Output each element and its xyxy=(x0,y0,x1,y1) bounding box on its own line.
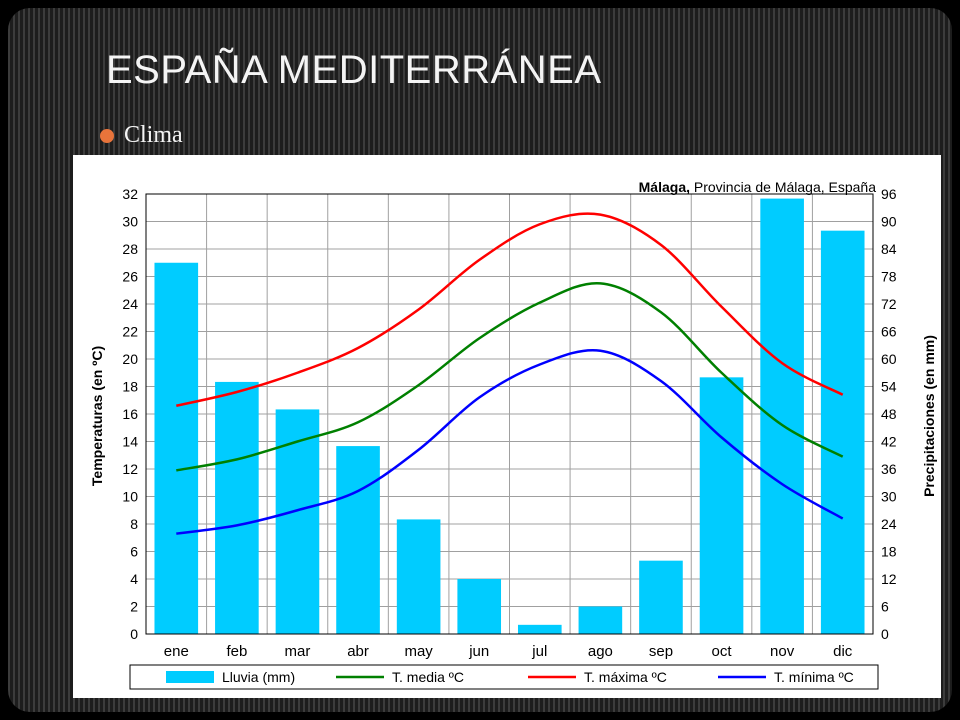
y-left-tick-label: 22 xyxy=(122,324,138,340)
x-tick-label: jun xyxy=(468,643,489,660)
y-right-tick-label: 84 xyxy=(881,241,897,257)
bar xyxy=(396,519,441,634)
bullet-item: Clima xyxy=(100,122,183,149)
y-left-tick-label: 6 xyxy=(130,544,138,560)
chart-title-rest: Provincia de Málaga, España xyxy=(690,179,876,195)
y-right-tick-label: 24 xyxy=(881,516,897,532)
chart-panel: 0 2 4 6 8 10 12 14 16 18 20 22 24 26 28 30 32 0 6 12 18 24 30 3… xyxy=(73,155,941,698)
bar xyxy=(457,579,502,634)
x-tick-label: may xyxy=(404,643,433,660)
y-right-tick-label: 54 xyxy=(881,379,897,395)
y-right-tick-label: 12 xyxy=(881,571,897,587)
slide-title: ESPAÑA MEDITERRÁNEA xyxy=(106,48,602,92)
bullet-dot-icon xyxy=(100,128,114,143)
x-tick-label: dic xyxy=(833,643,853,660)
y-right-tick-label: 72 xyxy=(881,296,897,312)
chart-title-bold: Málaga, xyxy=(639,179,690,195)
y-right-tick-label: 90 xyxy=(881,214,897,230)
y-right-tick-label: 30 xyxy=(881,489,897,505)
line-T. máxima ºC xyxy=(176,212,844,407)
y-left-tick-label: 26 xyxy=(122,269,138,285)
y-right-tick-label: 78 xyxy=(881,269,897,285)
bar-series-lluvia xyxy=(154,198,865,635)
y-right-tick-label: 48 xyxy=(881,406,897,422)
y-right-tick-label: 42 xyxy=(881,434,897,450)
y-right-tick-label: 60 xyxy=(881,351,897,367)
bar xyxy=(215,381,259,634)
y-axis-left-label: Temperaturas (en ºC) xyxy=(89,346,105,486)
y-right-tick-label: 66 xyxy=(881,324,897,340)
y-axis-right-label: Precipitaciones (en mm) xyxy=(921,335,937,497)
y-left-tick-label: 16 xyxy=(122,406,138,422)
y-right-tick-label: 18 xyxy=(881,544,897,560)
y-right-tick-label: 0 xyxy=(881,626,889,642)
x-tick-label: sep xyxy=(649,643,673,660)
line-T. mínima ºC xyxy=(176,348,844,535)
y-left-tick-label: 30 xyxy=(122,214,138,230)
slide: ESPAÑA MEDITERRÁNEA Clima 0 2 4 6 8 10 12 14 16 1… xyxy=(8,8,952,712)
line-series xyxy=(176,212,844,535)
bar xyxy=(760,198,804,635)
y-left-tick-label: 4 xyxy=(130,571,138,587)
legend-label: Lluvia (mm) xyxy=(222,669,295,685)
y-right-tick-label: 6 xyxy=(881,599,889,615)
y-left-tick-label: 14 xyxy=(122,434,138,450)
bar xyxy=(820,230,865,634)
x-tick-label: oct xyxy=(712,643,733,660)
y-left-tick-label: 32 xyxy=(122,186,138,202)
bullet-text: Clima xyxy=(124,122,183,148)
y-left-tick-label: 18 xyxy=(122,379,138,395)
legend-label: T. mínima ºC xyxy=(774,669,854,685)
line-T. media ºC xyxy=(176,282,844,472)
y-left-tick-label: 8 xyxy=(130,516,138,532)
x-tick-label: feb xyxy=(226,643,247,660)
x-tick-label: ene xyxy=(164,643,189,660)
y-right-tick-label: 36 xyxy=(881,461,897,477)
y-left-tick-label: 2 xyxy=(130,599,138,615)
bar xyxy=(275,409,320,634)
x-tick-label: nov xyxy=(770,643,795,660)
y-left-tick-label: 10 xyxy=(122,489,138,505)
y-left-tick-label: 0 xyxy=(130,626,138,642)
bar xyxy=(578,606,623,634)
axes: 0246810121416182022242628303206121824303… xyxy=(122,186,896,660)
legend-label: T. máxima ºC xyxy=(584,669,667,685)
y-left-tick-label: 24 xyxy=(122,296,138,312)
y-left-tick-label: 28 xyxy=(122,241,138,257)
bar xyxy=(639,560,683,634)
bar xyxy=(336,446,380,634)
plot-area-border xyxy=(145,193,874,635)
climate-chart: 0246810121416182022242628303206121824303… xyxy=(89,179,937,690)
x-tick-label: ago xyxy=(588,643,613,660)
legend-label: T. media ºC xyxy=(392,669,464,685)
x-tick-label: jul xyxy=(531,643,547,660)
chart-title: Málaga, Provincia de Málaga, España xyxy=(639,179,877,195)
x-tick-label: abr xyxy=(347,643,369,660)
legend: Lluvia (mm) T. media ºC T. máxima ºC T. mín… xyxy=(129,664,879,690)
bar xyxy=(154,262,199,634)
bar xyxy=(699,377,744,634)
x-tick-label: mar xyxy=(285,643,311,660)
y-left-tick-label: 20 xyxy=(122,351,138,367)
bar xyxy=(517,624,562,634)
y-left-tick-label: 12 xyxy=(122,461,138,477)
legend-swatch xyxy=(166,671,214,683)
y-right-tick-label: 96 xyxy=(881,186,897,202)
